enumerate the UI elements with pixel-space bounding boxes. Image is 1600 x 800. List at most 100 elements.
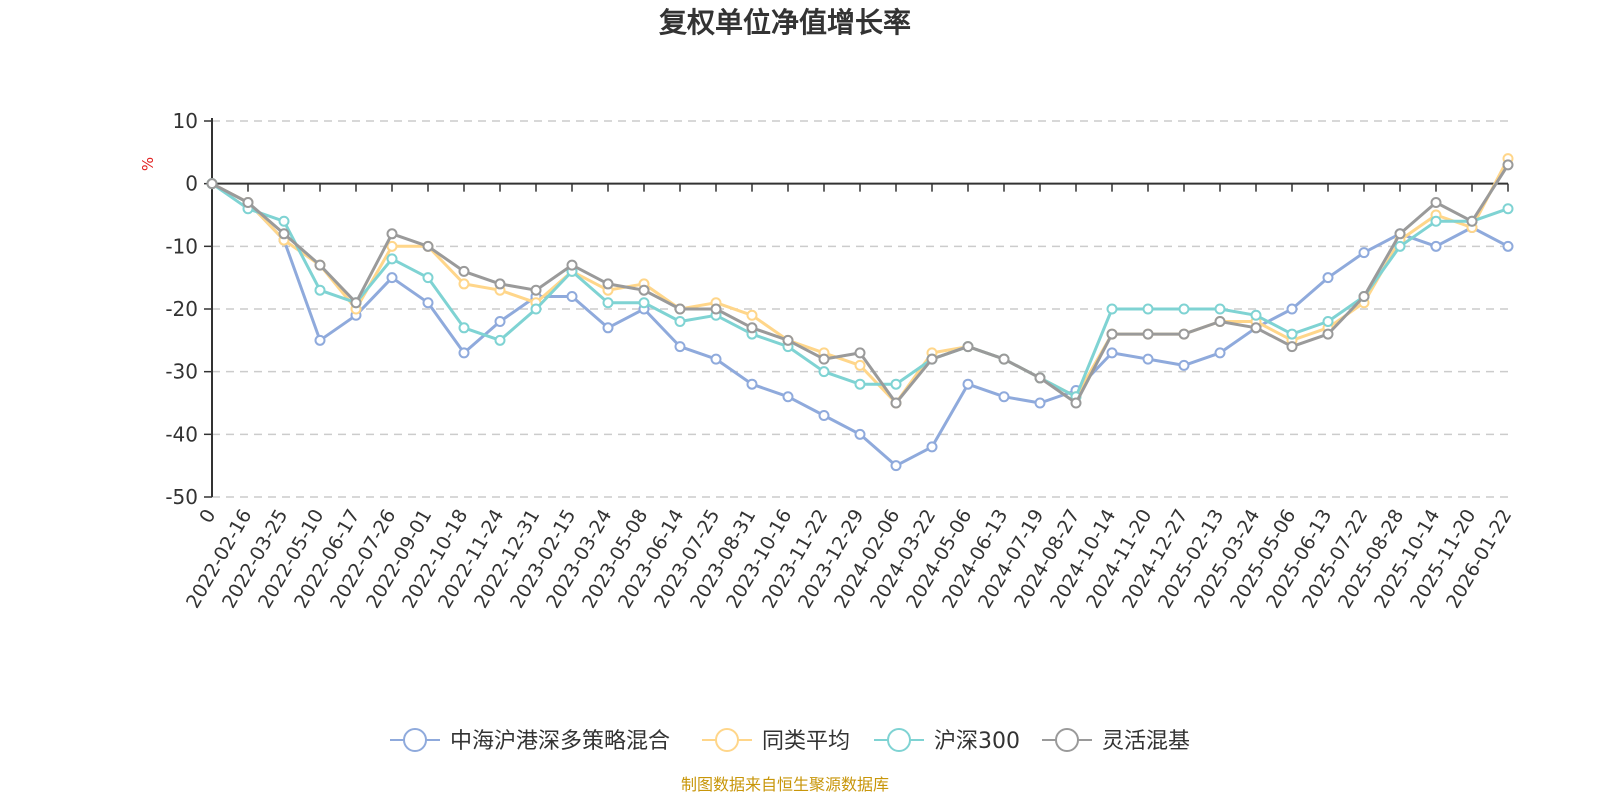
data-point — [1142, 328, 1154, 340]
data-point — [386, 240, 398, 252]
data-point — [1358, 290, 1370, 302]
data-point — [278, 228, 290, 240]
data-point — [1142, 353, 1154, 365]
legend-item[interactable]: 中海沪港深多策略混合 — [390, 728, 670, 754]
data-point — [890, 397, 902, 409]
data-point — [602, 297, 614, 309]
axes — [211, 118, 1508, 497]
data-point — [1502, 240, 1514, 252]
data-point — [1034, 397, 1046, 409]
data-point — [710, 303, 722, 315]
data-point — [1430, 196, 1442, 208]
series-line — [211, 182, 1509, 468]
legend-marker — [715, 728, 739, 752]
data-point — [314, 284, 326, 296]
x-axis-ticks: 02022-02-162022-03-252022-05-102022-06-1… — [182, 183, 1516, 612]
data-point — [1106, 303, 1118, 315]
data-point — [962, 378, 974, 390]
data-point — [422, 240, 434, 252]
y-axis-ticks: 10 0 -10 -20 -30 -40 -50 — [165, 109, 212, 509]
data-point — [782, 391, 794, 403]
data-point — [1322, 328, 1334, 340]
data-point — [1286, 341, 1298, 353]
grid-lines — [212, 120, 1508, 498]
data-point — [998, 353, 1010, 365]
legend-item[interactable]: 灵活混基 — [1042, 728, 1190, 754]
data-point — [386, 228, 398, 240]
data-point — [746, 378, 758, 390]
legend-item[interactable]: 沪深300 — [874, 728, 1020, 754]
data-point — [1250, 322, 1262, 334]
data-point — [1214, 316, 1226, 328]
legend-marker — [887, 728, 911, 752]
data-point — [1214, 347, 1226, 359]
data-point — [458, 278, 470, 290]
y-tick-label: -40 — [165, 422, 198, 446]
data-point — [530, 284, 542, 296]
data-point — [602, 322, 614, 334]
data-point — [422, 297, 434, 309]
data-point — [1430, 240, 1442, 252]
data-point — [1322, 272, 1334, 284]
data-point — [458, 347, 470, 359]
data-point — [1214, 303, 1226, 315]
y-tick-label: -10 — [165, 234, 198, 258]
data-point — [494, 334, 506, 346]
data-point — [1322, 316, 1334, 328]
data-point — [782, 334, 794, 346]
data-point — [1142, 303, 1154, 315]
series-group — [206, 159, 1514, 409]
data-point — [1358, 247, 1370, 259]
data-point — [206, 178, 218, 190]
data-point — [314, 259, 326, 271]
legend-label: 沪深300 — [934, 729, 1020, 754]
y-tick-label: -20 — [165, 297, 198, 321]
data-point — [494, 316, 506, 328]
data-point — [1034, 372, 1046, 384]
data-point — [962, 341, 974, 353]
legend[interactable]: 中海沪港深多策略混合 同类平均 沪深300 灵活混基 — [390, 728, 1190, 754]
data-point — [386, 272, 398, 284]
data-point — [1466, 215, 1478, 227]
data-point — [818, 353, 830, 365]
legend-marker — [403, 728, 427, 752]
data-point — [422, 272, 434, 284]
data-point — [926, 353, 938, 365]
data-point — [1106, 328, 1118, 340]
data-point — [1106, 347, 1118, 359]
legend-label: 中海沪港深多策略混合 — [450, 729, 670, 754]
data-point — [1070, 397, 1082, 409]
y-tick-label: -30 — [165, 360, 198, 384]
data-point — [1178, 328, 1190, 340]
source-note: 制图数据来自恒生聚源数据库 — [681, 775, 889, 794]
data-point — [818, 366, 830, 378]
legend-label: 灵活混基 — [1102, 729, 1190, 754]
data-point — [890, 378, 902, 390]
data-point — [1502, 203, 1514, 215]
data-point — [674, 316, 686, 328]
y-tick-label: 0 — [185, 172, 198, 196]
data-point — [926, 441, 938, 453]
data-point — [458, 322, 470, 334]
data-point — [1502, 159, 1514, 171]
data-point — [674, 341, 686, 353]
data-point — [710, 353, 722, 365]
data-point — [566, 290, 578, 302]
data-point — [1430, 215, 1442, 227]
data-point — [530, 303, 542, 315]
data-point — [746, 322, 758, 334]
data-point — [638, 297, 650, 309]
data-point — [566, 259, 578, 271]
legend-item[interactable]: 同类平均 — [702, 728, 850, 754]
data-point — [278, 215, 290, 227]
data-point — [1286, 328, 1298, 340]
data-point — [638, 284, 650, 296]
series-lines — [206, 153, 1514, 472]
data-point — [386, 253, 398, 265]
x-tick-label: 0 — [195, 506, 220, 527]
data-point — [1394, 240, 1406, 252]
data-point — [494, 278, 506, 290]
series-group — [206, 153, 1514, 409]
data-point — [1178, 359, 1190, 371]
